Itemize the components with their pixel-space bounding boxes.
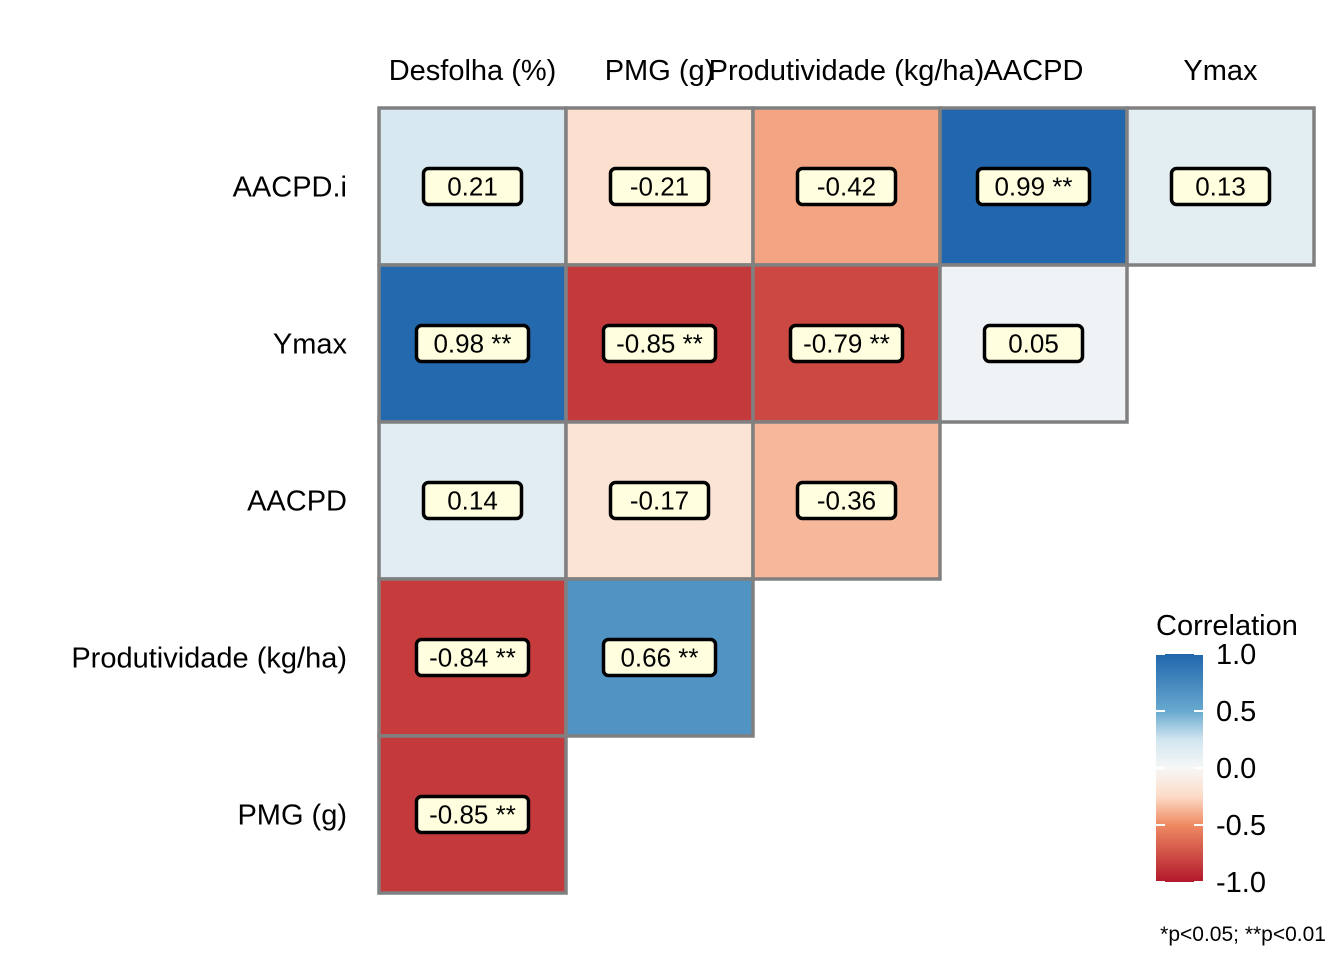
cell-label-r1-c3: 0.05 [1008, 329, 1059, 359]
row-labels: AACPD.i Ymax AACPD Produtividade (kg/ha) PMG… [71, 172, 347, 832]
cell-label-r0-c2: -0.42 [817, 172, 876, 202]
cell-label-r2-c1: -0.17 [630, 486, 689, 516]
heatmap-cell-r3-c1 [564, 577, 755, 738]
heatmap-cell-r4-c0 [377, 734, 568, 895]
color-legend: Correlation 1.0 0.5 0.0 -0.5 -1.0 [1156, 610, 1298, 899]
cell-label-r0-c3: 0.99 ** [994, 172, 1072, 202]
legend-tick-label: 0.0 [1216, 753, 1256, 785]
cell-label-box-r3-c0 [414, 637, 531, 678]
legend-tick-label: 1.0 [1216, 639, 1256, 671]
row-label-pmg-g: PMG (g) [237, 800, 347, 832]
cell-label-r1-c0: 0.98 ** [433, 329, 511, 359]
legend-tick-label: -0.5 [1216, 810, 1266, 842]
column-label-pmg-g: PMG (g) [605, 55, 715, 87]
cell-label-box-r1-c3 [982, 323, 1085, 364]
cell-label-box-r1-c2 [788, 323, 905, 364]
cell-label-r1-c2: -0.79 ** [803, 329, 890, 359]
row-label-ymax: Ymax [273, 329, 348, 361]
column-label-produtividade-kg-ha: Produtividade (kg/ha) [709, 55, 985, 87]
cell-label-r2-c0: 0.14 [447, 486, 498, 516]
column-label-desfolha: Desfolha (%) [389, 55, 557, 87]
cell-label-r1-c1: -0.85 ** [616, 329, 703, 359]
cell-label-r3-c1: 0.66 ** [620, 643, 698, 673]
legend-tick-label: -1.0 [1216, 867, 1266, 899]
cell-label-r3-c0: -0.84 ** [429, 643, 516, 673]
column-labels: Desfolha (%) PMG (g)Produtividade (kg/ha)… [389, 55, 1258, 87]
cell-label-box-r2-c0 [421, 480, 524, 521]
heatmap-cell-labels: 0.21 -0.21 -0.42 0.99 ** 0.13 0.98 ** -0.85 **… [414, 166, 1272, 835]
legend-title: Correlation [1156, 610, 1298, 642]
cell-label-box-r2-c2 [795, 480, 898, 521]
row-label-produtividade-kg-ha: Produtividade (kg/ha) [71, 643, 347, 675]
cell-label-box-r1-c1 [601, 323, 718, 364]
cell-label-box-r0-c2 [795, 166, 898, 207]
legend-tick-label: 0.5 [1216, 696, 1256, 728]
cell-label-r4-c0: -0.85 ** [429, 800, 516, 830]
column-label-aacpd: AACPD [984, 55, 1084, 87]
legend-ticks: 1.0 0.5 0.0 -0.5 -1.0 [1156, 639, 1266, 899]
cell-label-r0-c1: -0.21 [630, 172, 689, 202]
cell-label-r0-c4: 0.13 [1195, 172, 1246, 202]
cell-label-box-r4-c0 [414, 794, 531, 835]
column-label-ymax: Ymax [1183, 55, 1258, 87]
cell-label-r2-c2: -0.36 [817, 486, 876, 516]
cell-label-box-r1-c0 [414, 323, 531, 364]
cell-label-box-r0-c4 [1169, 166, 1272, 207]
row-label-aacpd: AACPD [247, 486, 347, 518]
cell-label-box-r2-c1 [608, 480, 711, 521]
heatmap-cell-r1-c2 [751, 263, 942, 424]
cell-label-box-r0-c0 [421, 166, 524, 207]
cell-label-box-r0-c1 [608, 166, 711, 207]
cell-label-box-r3-c1 [601, 637, 718, 678]
row-label-aacpd-i: AACPD.i [233, 172, 347, 204]
significance-footnote: *p<0.05; **p<0.01 [1160, 923, 1326, 946]
cell-label-r0-c0: 0.21 [447, 172, 498, 202]
cell-label-box-r0-c3 [975, 166, 1092, 207]
